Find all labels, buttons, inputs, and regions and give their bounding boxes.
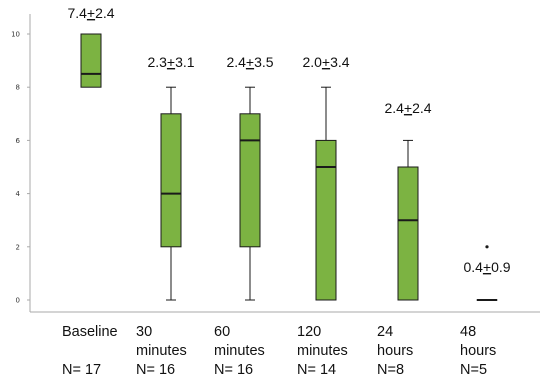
x-category-label: 24 hours N=8: [377, 323, 413, 380]
y-tick-label: 6: [16, 137, 21, 145]
category-line2: hours: [377, 343, 414, 359]
mean-sd-annotation: 2.4+3.5: [226, 54, 273, 70]
box: [397, 166, 419, 301]
sample-size-label: N= 16: [136, 362, 176, 378]
x-category-label: 30 minutes N= 16: [136, 323, 187, 380]
y-tick-label: 0: [16, 297, 20, 305]
sample-size-label: N= 16: [214, 362, 254, 378]
x-category-label: 60 minutes N= 16: [214, 323, 265, 380]
x-category-label: 48 hours N=5: [460, 323, 496, 380]
category-line1: 60: [214, 324, 231, 340]
mean-sd-annotation: 7.4+2.4: [67, 5, 114, 21]
x-category-label: 120 minutes N= 14: [297, 323, 348, 380]
category-line2: minutes: [136, 343, 187, 359]
x-category-label: Baseline N= 17: [62, 323, 118, 380]
mean-sd-annotation: 0.4+0.9: [463, 259, 510, 275]
category-line2: minutes: [297, 343, 348, 359]
y-tick-label: 8: [16, 84, 20, 92]
sample-size-label: N=8: [377, 362, 405, 378]
mean-sd-annotation: 2.4+2.4: [384, 100, 431, 116]
category-line2: hours: [460, 343, 497, 359]
category-line2: [62, 342, 118, 361]
sample-size-label: N= 17: [62, 362, 102, 378]
category-line1: Baseline: [62, 324, 118, 340]
category-line1: 120: [297, 324, 322, 340]
category-line1: 30: [136, 324, 153, 340]
box: [160, 113, 182, 248]
y-tick-label: 4: [16, 190, 21, 198]
y-tick-label: 10: [11, 31, 20, 39]
y-tick-label: 2: [16, 243, 20, 251]
sample-size-label: N= 14: [297, 362, 337, 378]
box: [315, 139, 337, 301]
box: [80, 33, 102, 88]
category-line2: minutes: [214, 343, 265, 359]
category-line1: 48: [460, 324, 477, 340]
mean-sd-annotation: 2.3+3.1: [147, 54, 194, 70]
box: [239, 113, 261, 248]
mean-sd-annotation: 2.0+3.4: [302, 54, 349, 70]
category-line1: 24: [377, 324, 394, 340]
sample-size-label: N=5: [460, 362, 488, 378]
outlier-point: [485, 245, 489, 249]
